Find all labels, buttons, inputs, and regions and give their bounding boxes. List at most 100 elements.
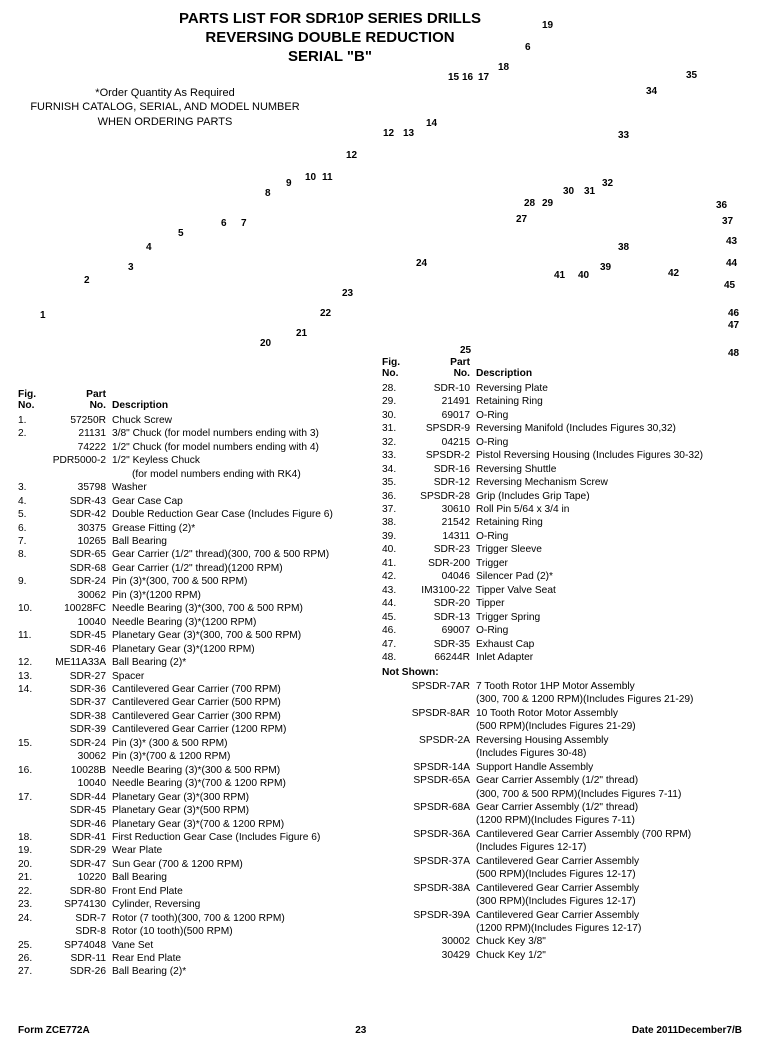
part-desc: Gear Carrier Assembly (1/2" thread): [476, 801, 742, 814]
callout-39: 39: [600, 262, 611, 273]
part-desc: Planetary Gear (3)*(300 RPM): [112, 791, 378, 804]
part-desc: Silencer Pad (2)*: [476, 570, 742, 583]
callout-23: 23: [342, 288, 353, 299]
table-row: 34.SDR-16Reversing Shuttle: [382, 463, 742, 476]
callout-24: 24: [416, 258, 427, 269]
part-desc: (500 RPM)(Includes Figures 12-17): [476, 868, 742, 881]
part-no: 30062: [48, 589, 112, 602]
fig-no: 14.: [18, 683, 48, 696]
part-desc: Chuck Key 3/8": [476, 935, 742, 948]
part-no: SDR-80: [48, 885, 112, 898]
part-desc: Roll Pin 5/64 x 3/4 in: [476, 503, 742, 516]
fig-no: [18, 723, 48, 736]
part-desc: Planetary Gear (3)*(500 RPM): [112, 804, 378, 817]
part-no: [382, 747, 476, 760]
fig-no: 13.: [18, 670, 48, 683]
table-row: 30429Chuck Key 1/2": [382, 949, 742, 962]
callout-12: 12: [346, 150, 357, 161]
part-no: IM3100-22: [412, 584, 476, 597]
callout-5: 5: [178, 228, 184, 239]
hdr-figno: No.: [18, 399, 48, 412]
callout-11: 11: [322, 172, 333, 183]
table-row: 29.21491Retaining Ring: [382, 395, 742, 408]
part-no: SDR-11: [48, 952, 112, 965]
fig-no: 40.: [382, 543, 412, 556]
part-no: SDR-20: [412, 597, 476, 610]
part-no: SDR-26: [48, 965, 112, 978]
fig-no: 7.: [18, 535, 48, 548]
table-row: 36.SPSDR-28Grip (Includes Grip Tape): [382, 490, 742, 503]
table-row: 30062Pin (3)*(1200 RPM): [18, 589, 378, 602]
part-desc: O-Ring: [476, 409, 742, 422]
fig-no: 3.: [18, 481, 48, 494]
table-row: (Includes Figures 12-17): [382, 841, 742, 854]
part-desc: 7 Tooth Rotor 1HP Motor Assembly: [476, 680, 742, 693]
fig-no: 41.: [382, 557, 412, 570]
part-desc: Cylinder, Reversing: [112, 898, 378, 911]
callout-7: 7: [241, 218, 247, 229]
part-no: SDR-27: [48, 670, 112, 683]
page: PARTS LIST FOR SDR10P SERIES DRILLS REVE…: [0, 0, 760, 1042]
table-row: 26.SDR-11Rear End Plate: [18, 952, 378, 965]
callout-31: 31: [584, 186, 595, 197]
part-no: SDR-37: [48, 696, 112, 709]
part-desc: Ball Bearing (2)*: [112, 656, 378, 669]
table-row: 5.SDR-42Double Reduction Gear Case (Incl…: [18, 508, 378, 521]
callout-2: 2: [84, 275, 90, 286]
table-row: 12.ME11A33ABall Bearing (2)*: [18, 656, 378, 669]
part-desc: Pin (3)* (300 & 500 RPM): [112, 737, 378, 750]
table-row: PDR5000-21/2" Keyless Chuck: [18, 454, 378, 467]
fig-no: 29.: [382, 395, 412, 408]
fig-no: 32.: [382, 436, 412, 449]
fig-no: [18, 589, 48, 602]
table-row: 6.30375Grease Fitting (2)*: [18, 522, 378, 535]
table-row: SDR-38Cantilevered Gear Carrier (300 RPM…: [18, 710, 378, 723]
part-desc: Reversing Mechanism Screw: [476, 476, 742, 489]
table-row: 45.SDR-13Trigger Spring: [382, 611, 742, 624]
part-desc: Double Reduction Gear Case (Includes Fig…: [112, 508, 378, 521]
callout-47: 47: [728, 320, 739, 331]
part-desc: Tipper: [476, 597, 742, 610]
fig-no: 5.: [18, 508, 48, 521]
table-row: (300, 700 & 500 RPM)(Includes Figures 7-…: [382, 788, 742, 801]
part-no: SDR-12: [412, 476, 476, 489]
table-row: (300, 700 & 1200 RPM)(Includes Figures 2…: [382, 693, 742, 706]
table-row: SDR-46Planetary Gear (3)*(700 & 1200 RPM…: [18, 818, 378, 831]
part-no: 04215: [412, 436, 476, 449]
callout-13: 13: [403, 128, 414, 139]
part-no: [382, 922, 476, 935]
part-desc: Chuck Screw: [112, 414, 378, 427]
part-no: SPSDR-9: [412, 422, 476, 435]
fig-no: 15.: [18, 737, 48, 750]
part-no: SDR-23: [412, 543, 476, 556]
fig-no: 12.: [18, 656, 48, 669]
footer-date: Date 2011December7/B: [632, 1025, 742, 1036]
part-desc: Trigger: [476, 557, 742, 570]
callout-28: 28: [524, 198, 535, 209]
part-desc: Tipper Valve Seat: [476, 584, 742, 597]
table-row: 24.SDR-7Rotor (7 tooth)(300, 700 & 1200 …: [18, 912, 378, 925]
table-row: 17.SDR-44Planetary Gear (3)*(300 RPM): [18, 791, 378, 804]
callout-3: 3: [128, 262, 134, 273]
part-desc: (1200 RPM)(Includes Figures 12-17): [476, 922, 742, 935]
part-no: SDR-24: [48, 737, 112, 750]
fig-no: 44.: [382, 597, 412, 610]
callout-10: 10: [305, 172, 316, 183]
fig-no: 10.: [18, 602, 48, 615]
part-no: SPSDR-2A: [382, 734, 476, 747]
part-no: SPSDR-8AR: [382, 707, 476, 720]
table-row: 30062Pin (3)*(700 & 1200 RPM): [18, 750, 378, 763]
fig-no: [18, 818, 48, 831]
part-no: 10028B: [48, 764, 112, 777]
part-desc: Rotor (7 tooth)(300, 700 & 1200 RPM): [112, 912, 378, 925]
fig-no: [18, 454, 48, 467]
hdr-figno: No.: [382, 367, 412, 380]
part-desc: Exhaust Cap: [476, 638, 742, 651]
fig-no: 26.: [18, 952, 48, 965]
part-no: SPSDR-68A: [382, 801, 476, 814]
column-header: Fig. No. Part No. Description: [18, 388, 378, 413]
callout-37: 37: [722, 216, 733, 227]
part-no: SPSDR-39A: [382, 909, 476, 922]
table-row: 10040Needle Bearing (3)*(1200 RPM): [18, 616, 378, 629]
part-no: SDR-16: [412, 463, 476, 476]
